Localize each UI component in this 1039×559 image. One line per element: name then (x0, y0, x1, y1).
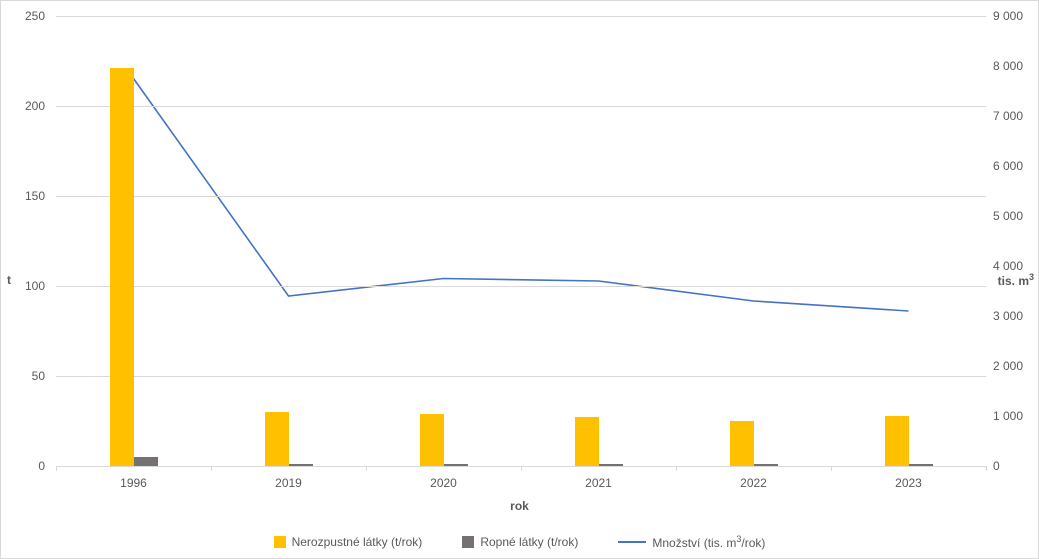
x-tick-label: 2021 (585, 476, 612, 490)
x-tick-label: 2020 (430, 476, 457, 490)
legend-label: Množství (tis. m3/rok) (652, 534, 765, 550)
chart-container: t tis. m3 rok Nerozpustné látky (t/rok) … (0, 0, 1039, 559)
plot-area (56, 16, 986, 466)
y1-tick-label: 150 (5, 189, 45, 203)
bar (134, 457, 158, 466)
y2-tick-label: 3 000 (993, 309, 1038, 323)
bar (289, 464, 313, 466)
legend-item-bar-0: Nerozpustné látky (t/rok) (274, 534, 423, 550)
line-series (134, 79, 909, 312)
bar (599, 464, 623, 466)
y1-tick-label: 100 (5, 279, 45, 293)
bar (730, 421, 754, 466)
y1-tick-label: 200 (5, 99, 45, 113)
x-tick (676, 466, 677, 471)
bar (909, 464, 933, 466)
legend-label: Ropné látky (t/rok) (480, 535, 578, 549)
legend-item-line-0: Množství (tis. m3/rok) (618, 534, 765, 550)
y2-tick-label: 2 000 (993, 359, 1038, 373)
bar (575, 417, 599, 466)
x-tick-label: 2022 (740, 476, 767, 490)
y2-tick-label: 8 000 (993, 59, 1038, 73)
bar (444, 464, 468, 466)
y2-tick-label: 6 000 (993, 159, 1038, 173)
y2-tick-label: 5 000 (993, 209, 1038, 223)
y2-tick-label: 1 000 (993, 409, 1038, 423)
x-tick-label: 2023 (895, 476, 922, 490)
bar (754, 464, 778, 466)
grid-line (56, 106, 986, 107)
y2-tick-label: 0 (993, 459, 1038, 473)
bar (110, 68, 134, 466)
x-tick (831, 466, 832, 471)
legend-item-bar-1: Ropné látky (t/rok) (462, 534, 578, 550)
y1-tick-label: 50 (5, 369, 45, 383)
y2-tick-label: 9 000 (993, 9, 1038, 23)
legend-label: Nerozpustné látky (t/rok) (292, 535, 423, 549)
legend-swatch-icon (274, 536, 286, 548)
x-tick (56, 466, 57, 471)
x-tick (521, 466, 522, 471)
y2-tick-label: 7 000 (993, 109, 1038, 123)
legend-line-icon (618, 541, 646, 543)
grid-line (56, 286, 986, 287)
legend-swatch-icon (462, 536, 474, 548)
bar (420, 414, 444, 466)
y1-tick-label: 0 (5, 459, 45, 473)
grid-line (56, 16, 986, 17)
x-tick-label: 1996 (120, 476, 147, 490)
grid-line (56, 376, 986, 377)
grid-line (56, 196, 986, 197)
x-tick (366, 466, 367, 471)
x-tick-label: 2019 (275, 476, 302, 490)
bar (885, 416, 909, 466)
x-axis-title: rok (510, 499, 529, 513)
bar (265, 412, 289, 466)
x-tick (986, 466, 987, 471)
line-layer (56, 16, 986, 466)
legend: Nerozpustné látky (t/rok) Ropné látky (t… (1, 534, 1038, 550)
y2-tick-label: 4 000 (993, 259, 1038, 273)
x-tick (211, 466, 212, 471)
y1-tick-label: 250 (5, 9, 45, 23)
y2-axis-title: tis. m3 (998, 272, 1034, 288)
